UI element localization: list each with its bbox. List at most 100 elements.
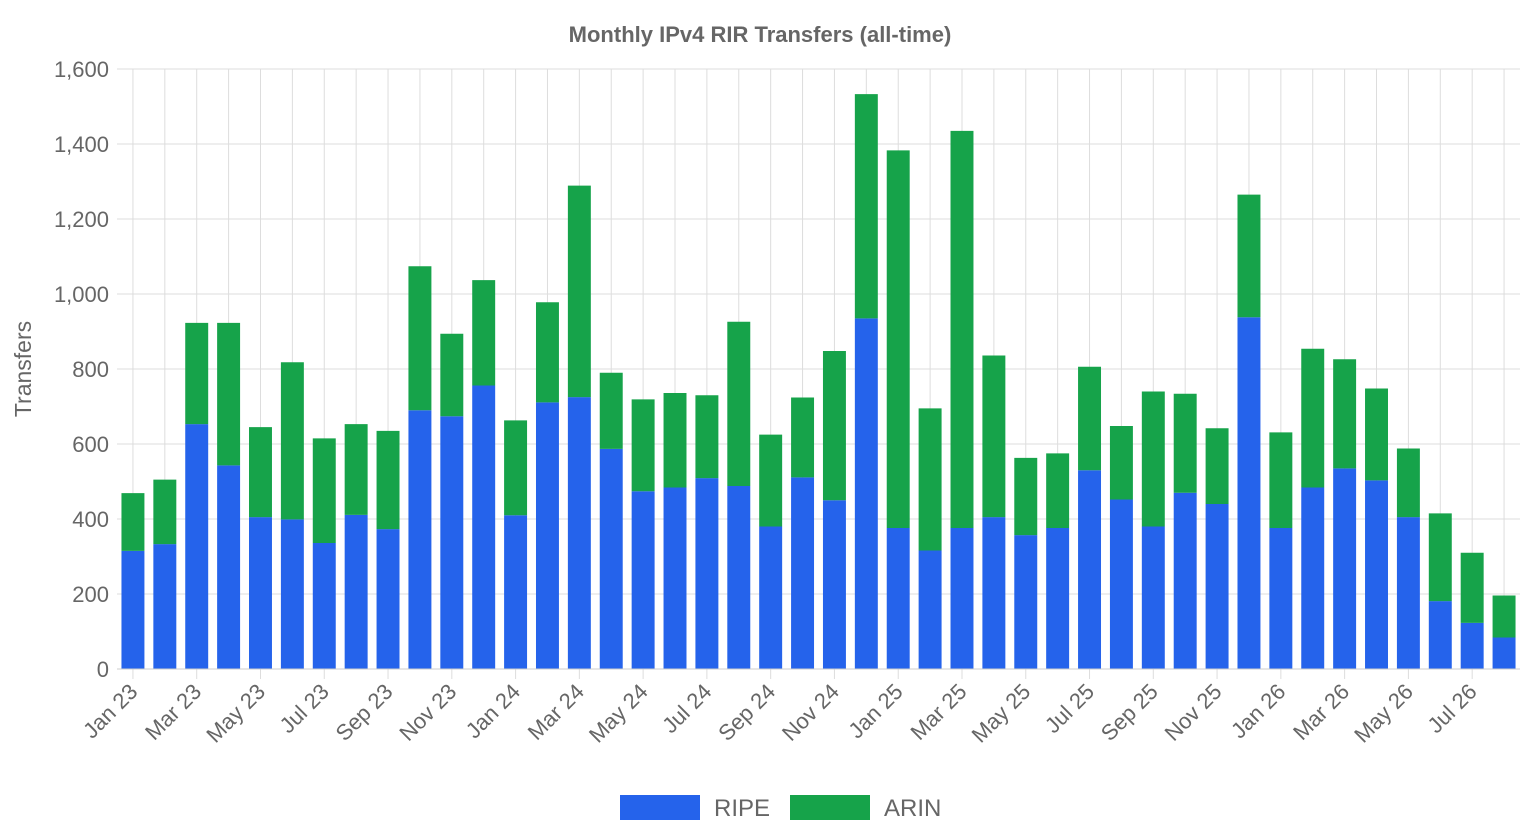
bar-ripe-nov-23 [440, 416, 464, 669]
y-tick-label: 1,200 [54, 207, 109, 232]
x-tick-label: Jul 25 [1040, 679, 1099, 738]
x-tick-label: Nov 23 [394, 679, 461, 746]
y-axis-label: Transfers [10, 321, 36, 417]
bar-ripe-mar-25 [950, 528, 974, 669]
bar-arin-nov-23 [440, 333, 464, 417]
bar-ripe-apr-24 [599, 448, 623, 669]
bar-ripe-mar-23 [185, 424, 209, 669]
bar-ripe-may-26 [1396, 517, 1420, 669]
bar-arin-may-26 [1396, 448, 1420, 518]
bar-arin-jul-24 [695, 395, 719, 479]
bar-ripe-aug-23 [344, 514, 368, 669]
x-tick-label: May 25 [967, 679, 1036, 748]
bar-arin-mar-25 [950, 130, 974, 528]
x-tick-label: Jan 26 [1226, 679, 1290, 743]
bar-arin-oct-23 [408, 266, 432, 411]
bar-ripe-oct-24 [791, 477, 815, 669]
x-tick-label: Sep 24 [713, 679, 780, 746]
bar-arin-jun-26 [1428, 513, 1452, 602]
bar-ripe-oct-25 [1173, 492, 1197, 669]
bar-arin-may-23 [249, 427, 272, 518]
bar-ripe-aug-26 [1492, 637, 1516, 669]
x-tick-label: Sep 25 [1096, 679, 1163, 746]
bars [121, 94, 1516, 669]
bar-ripe-may-25 [1014, 535, 1038, 669]
x-tick-label: Jul 24 [657, 679, 716, 738]
legend-label-arin[interactable]: ARIN [884, 795, 941, 822]
bar-arin-dec-23 [472, 280, 496, 386]
bar-ripe-apr-25 [982, 517, 1006, 669]
bar-arin-aug-25 [1109, 426, 1133, 500]
legend-swatch-ripe[interactable] [620, 795, 700, 820]
bar-arin-jun-24 [663, 393, 687, 488]
bar-ripe-feb-23 [153, 544, 177, 669]
y-tick-label: 600 [72, 432, 109, 457]
bar-arin-mar-26 [1333, 359, 1357, 469]
x-tick-label: Mar 23 [140, 679, 206, 745]
x-tick-label: May 23 [201, 679, 270, 748]
bar-ripe-may-24 [631, 491, 655, 669]
bar-ripe-aug-25 [1109, 499, 1133, 669]
bar-arin-dec-25 [1237, 194, 1261, 318]
y-tick-label: 1,000 [54, 282, 109, 307]
y-tick-label: 400 [72, 507, 109, 532]
bar-ripe-oct-23 [408, 410, 432, 669]
bar-ripe-mar-24 [567, 397, 591, 669]
bar-arin-feb-23 [153, 479, 177, 545]
bar-arin-oct-25 [1173, 393, 1197, 493]
bar-arin-apr-24 [599, 372, 623, 449]
legend: RIPE ARIN [620, 795, 941, 822]
x-tick-label: Nov 25 [1160, 679, 1227, 746]
bar-arin-jan-23 [121, 493, 145, 551]
bar-ripe-feb-25 [918, 550, 942, 669]
legend-swatch-arin[interactable] [790, 795, 870, 820]
bar-arin-jul-25 [1078, 366, 1102, 471]
bar-ripe-jan-26 [1269, 528, 1293, 669]
bar-arin-dec-24 [854, 94, 878, 319]
x-tick-label: Mar 24 [523, 679, 589, 745]
bar-ripe-mar-26 [1333, 468, 1357, 669]
x-tick-label: Nov 24 [777, 679, 844, 746]
bar-ripe-feb-24 [535, 402, 559, 669]
bar-arin-feb-24 [535, 302, 559, 403]
y-tick-label: 1,400 [54, 132, 109, 157]
bar-arin-aug-23 [344, 424, 368, 515]
bar-arin-jun-25 [1046, 453, 1070, 528]
bar-ripe-feb-26 [1301, 487, 1325, 669]
bar-arin-apr-23 [217, 322, 241, 466]
bar-arin-jul-26 [1460, 552, 1484, 623]
x-tick-label: Jan 25 [843, 679, 907, 743]
bar-ripe-jul-26 [1460, 622, 1484, 669]
bar-arin-jan-26 [1269, 432, 1293, 528]
bar-ripe-aug-24 [727, 486, 751, 669]
bar-arin-apr-26 [1365, 388, 1388, 481]
bar-arin-oct-24 [791, 397, 815, 478]
bar-ripe-dec-24 [854, 318, 878, 669]
bar-ripe-jan-24 [504, 515, 528, 669]
x-tick-label: Jul 23 [275, 679, 334, 738]
legend-label-ripe[interactable]: RIPE [714, 795, 770, 822]
bar-arin-mar-23 [185, 322, 209, 425]
bar-ripe-nov-24 [822, 500, 846, 669]
x-tick-label: Mar 25 [905, 679, 971, 745]
bar-ripe-jul-24 [695, 478, 719, 669]
bar-arin-feb-26 [1301, 348, 1325, 488]
bar-ripe-nov-25 [1205, 504, 1229, 669]
bar-ripe-jun-23 [280, 519, 304, 669]
x-tick-label: Jul 26 [1423, 679, 1482, 738]
bar-arin-jun-23 [280, 362, 304, 520]
y-tick-label: 0 [97, 657, 109, 682]
bar-ripe-jan-25 [886, 528, 910, 669]
bar-ripe-jul-25 [1078, 470, 1102, 669]
x-tick-label: Jan 23 [78, 679, 142, 743]
bar-ripe-jan-23 [121, 550, 145, 669]
x-tick-label: Mar 26 [1288, 679, 1354, 745]
bar-arin-mar-24 [567, 185, 591, 398]
bar-arin-sep-23 [376, 430, 400, 530]
bar-ripe-dec-25 [1237, 317, 1261, 669]
bar-ripe-apr-26 [1365, 480, 1388, 669]
bar-ripe-may-23 [249, 517, 272, 669]
